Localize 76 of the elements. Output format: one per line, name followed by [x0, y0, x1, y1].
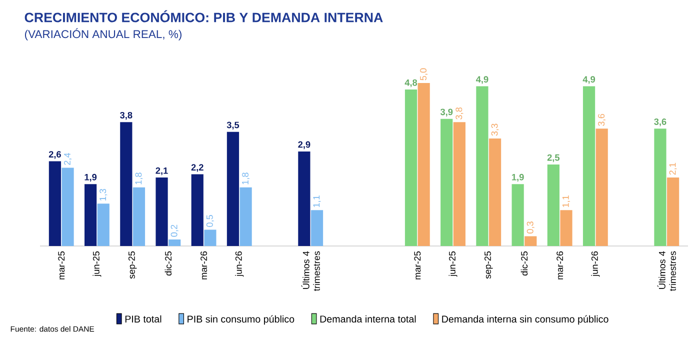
bar — [596, 128, 608, 246]
data-label: 1,9 — [84, 174, 97, 182]
data-label: 3,3 — [491, 124, 499, 136]
x-tick-label: mar-26 — [200, 251, 208, 280]
legend-label: Demanda interna sin consumo público — [442, 315, 608, 325]
data-label: 3,6 — [654, 118, 666, 126]
x-tick-label: mar-25 — [58, 251, 65, 280]
x-tick-label: jun-26 — [591, 251, 600, 277]
bar — [654, 128, 666, 246]
data-label: 3,8 — [456, 107, 464, 120]
data-label: 3,5 — [226, 122, 240, 130]
data-label: 3,9 — [440, 108, 453, 116]
bar — [453, 122, 466, 246]
bar — [440, 118, 453, 246]
chart-title: CRECIMIENTO ECONÓMICO: PIB Y DEMANDA INTERNA — [24, 10, 383, 22]
bar — [310, 210, 324, 246]
data-label: 4,9 — [582, 76, 596, 84]
bar — [48, 161, 62, 246]
bar — [168, 239, 181, 246]
data-label: 5,0 — [420, 68, 428, 80]
x-tick-label: sep-25 — [484, 251, 493, 279]
x-tick-label: Últimos 4 trimestres — [301, 251, 320, 291]
data-label: 2,2 — [191, 164, 204, 172]
bar — [582, 86, 596, 246]
bar — [62, 168, 74, 246]
legend-label: PIB total — [125, 315, 162, 323]
x-tick-label: mar-26 — [556, 251, 564, 280]
data-label: 1,1 — [313, 196, 321, 208]
x-tick-label: jun-26 — [235, 251, 244, 277]
bar — [132, 187, 146, 246]
bar — [191, 174, 204, 246]
chart-subtitle: (VARIACIÓN ANUAL REAL, %) — [24, 28, 182, 40]
bar — [204, 230, 216, 246]
bar — [418, 83, 430, 246]
bar — [120, 122, 132, 246]
data-label: 1,9 — [512, 174, 524, 182]
legend-label: Demanda interna total — [320, 315, 416, 323]
x-tick-label: Últimos 4 trimestres — [657, 251, 676, 291]
x-tick-label: sep-25 — [128, 251, 137, 279]
x-tick-label: jun-25 — [92, 251, 102, 277]
bar — [666, 178, 680, 246]
bar — [512, 184, 524, 246]
data-label: 4,9 — [476, 76, 488, 84]
data-label: 2,4 — [64, 152, 72, 165]
legend-label: PIB sin consumo público — [188, 315, 294, 325]
bar — [404, 90, 418, 246]
data-label: 2,6 — [48, 151, 61, 159]
data-label: 2,1 — [156, 167, 168, 176]
data-label: 1,3 — [100, 188, 108, 201]
bar — [476, 86, 488, 246]
data-label: 1,1 — [562, 196, 570, 208]
bar — [547, 164, 560, 246]
x-tick-label: mar-25 — [414, 251, 421, 280]
data-label: 2,9 — [298, 141, 310, 150]
data-label: 4,8 — [404, 79, 418, 88]
x-tick-label: dic-25 — [164, 251, 172, 276]
bar — [97, 204, 110, 246]
bar — [488, 138, 502, 246]
bar — [524, 236, 537, 246]
data-label: 1,8 — [135, 172, 143, 184]
data-label: 1,8 — [242, 172, 250, 184]
data-label: 0,5 — [206, 215, 214, 227]
x-tick-label: dic-25 — [520, 251, 528, 276]
data-label: 3,6 — [598, 114, 606, 126]
bar — [298, 151, 310, 246]
bar — [560, 210, 572, 246]
data-label: 2,1 — [669, 162, 677, 175]
bar — [84, 184, 97, 246]
data-label: 3,8 — [120, 112, 132, 120]
bar — [240, 187, 252, 246]
data-label: 0,2 — [170, 224, 178, 237]
bar — [156, 178, 168, 246]
data-label: 0,3 — [526, 222, 534, 234]
bar — [226, 132, 240, 246]
data-label: 2,5 — [547, 154, 560, 162]
x-tick-label: jun-25 — [448, 251, 458, 277]
